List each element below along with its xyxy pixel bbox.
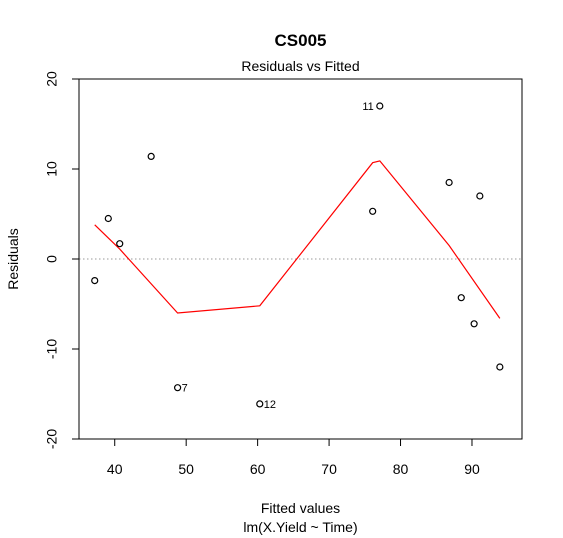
residual-point-12 <box>476 192 484 200</box>
y-tick-label-3: 0 <box>44 255 60 263</box>
residual-point-9 <box>445 178 453 187</box>
residual-point-5 <box>174 384 182 392</box>
chart-title: CS005 <box>275 31 327 50</box>
residual-point-8 <box>376 102 384 110</box>
y-tick-label-5: -20 <box>44 429 60 449</box>
residual-point-7 <box>369 207 377 215</box>
residual-point-13 <box>496 363 504 371</box>
x-tick-label-4: 70 <box>321 461 337 477</box>
residual-point-11 <box>470 320 478 328</box>
y-tick-label-1: 20 <box>44 71 60 87</box>
residual-point-2 <box>104 214 112 223</box>
x-tick-label-6: 90 <box>464 461 480 477</box>
residual-point-4 <box>147 152 155 160</box>
plot-layer: 7 12 11 <box>79 101 522 411</box>
x-tick-label-5: 80 <box>393 461 409 477</box>
y-tick-label-4: -10 <box>44 339 60 359</box>
chart-subtitle: Residuals vs Fitted <box>241 58 359 74</box>
y-axis-label: Residuals <box>5 228 21 289</box>
x-axis-label: Fitted values <box>261 500 340 516</box>
residual-point-1 <box>91 277 99 285</box>
x-tick-label-2: 50 <box>178 461 194 477</box>
point-label-7: 7 <box>182 383 188 395</box>
y-tick-label-2: 10 <box>44 161 60 177</box>
x-tick-label-3: 60 <box>250 461 266 477</box>
x-axis-model-label: lm(X.Yield ~ Time) <box>243 519 357 535</box>
smoother-line <box>94 160 501 319</box>
residual-point-3 <box>116 240 124 248</box>
residual-point-10 <box>457 294 465 302</box>
x-tick-label-1: 40 <box>107 461 123 477</box>
point-label-11: 11 <box>362 101 373 113</box>
point-label-12: 12 <box>264 399 276 411</box>
residual-point-6 <box>256 400 264 408</box>
